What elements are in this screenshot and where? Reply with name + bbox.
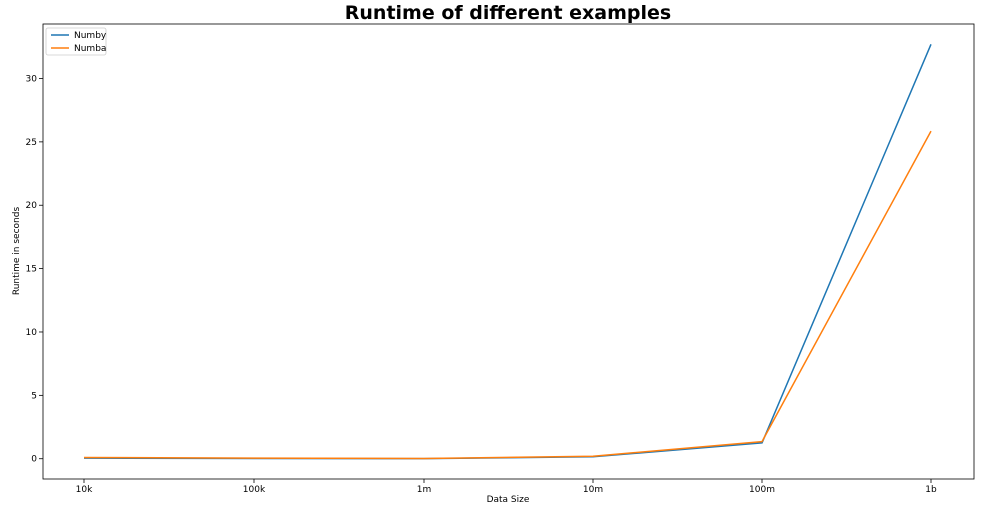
x-tick-label: 1m: [417, 485, 432, 495]
legend-label-numba: Numba: [74, 44, 106, 54]
series-line-numby: [83, 44, 932, 460]
y-tick-label: 20: [26, 201, 38, 211]
x-tick-label: 1b: [925, 485, 937, 495]
y-axis: 0 5 10 15 20 25 30: [26, 74, 43, 465]
y-axis-label: Runtime in seconds: [12, 207, 22, 296]
y-tick-label: 0: [31, 455, 37, 465]
y-tick-label: 30: [26, 74, 38, 84]
x-tick-label: 100m: [749, 485, 775, 495]
x-tick-label: 10k: [76, 485, 93, 495]
chart-title: Runtime of different examples: [345, 2, 671, 24]
plot-area: [42, 23, 975, 480]
legend-label-numby: Numby: [74, 31, 107, 41]
x-axis: 10k 100k 1m 10m 100m 1b: [76, 479, 937, 495]
y-tick-label: 15: [26, 265, 37, 275]
y-tick-label: 10: [26, 328, 38, 338]
y-tick-label: 5: [31, 391, 37, 401]
x-tick-label: 10m: [583, 485, 603, 495]
x-tick-label: 100k: [243, 485, 266, 495]
y-tick-label: 25: [26, 138, 37, 148]
series-group: [83, 44, 932, 460]
x-axis-label: Data Size: [487, 495, 530, 505]
series-line-numba: [83, 130, 932, 460]
legend: Numby Numba: [45, 27, 107, 56]
